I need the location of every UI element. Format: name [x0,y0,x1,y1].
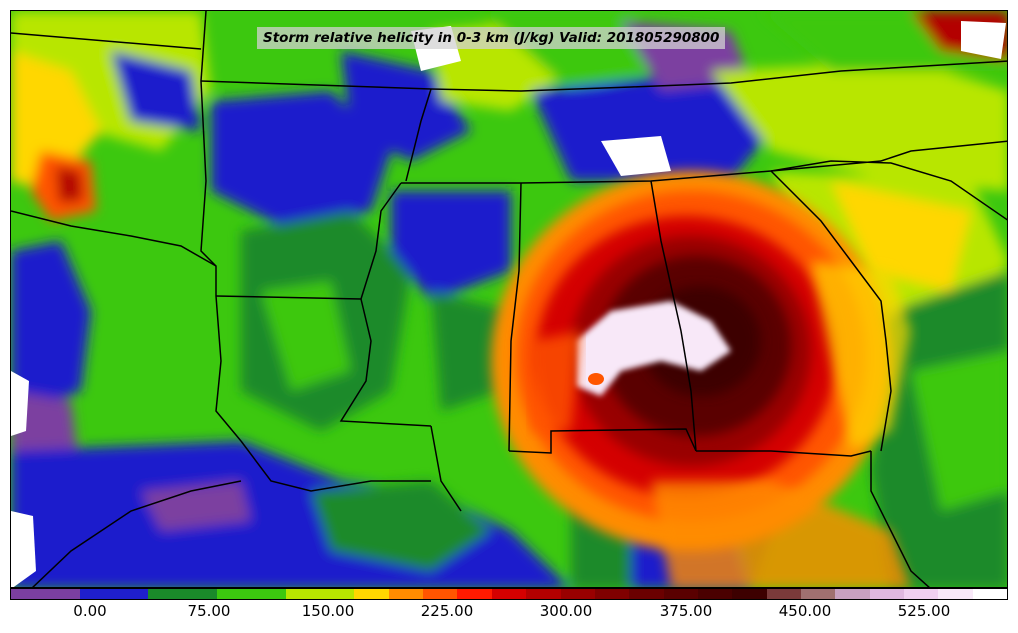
colorbar-tick-label: 300.00 [539,602,593,620]
colorbar-segment [45,589,80,599]
colorbar-segment [79,589,115,599]
colorbar-segment [663,589,698,599]
colorbar-segment [766,589,801,599]
colorbar-segment [320,589,355,599]
storm-core [491,171,911,587]
colorbar-segment [491,589,527,599]
colorbar-segment [594,589,630,599]
colorbar-segment [388,589,424,599]
colorbar-segment [217,589,252,599]
colorbar-segment [835,589,870,599]
colorbar-segment [972,589,1007,599]
colorbar-segment [800,589,836,599]
colorbar-tick-label: 525.00 [897,602,951,620]
colorbar-tick-label: 75.00 [187,602,231,620]
colorbar-segment [114,589,149,599]
colorbar-tick-label: 225.00 [420,602,474,620]
colorbar-tick-labels: 0.00 75.00 150.00 225.00 300.00 375.00 450.00 5… [10,602,1008,626]
colorbar-segment [938,589,973,599]
colorbar-segment [354,589,389,599]
colorbar-segment [251,589,286,599]
colorbar-segment [560,589,595,599]
colorbar [10,588,1008,600]
colorbar-segment [457,589,492,599]
colorbar-tick-label: 150.00 [301,602,355,620]
colorbar-segment [732,589,767,599]
map-title: Storm relative helicity in 0-3 km (J/kg)… [257,27,726,49]
colorbar-segment [526,589,561,599]
colorbar-segment [285,589,321,599]
colorbar-tick-label: 0.00 [73,602,107,620]
state-boundaries [11,11,1007,587]
colorbar-segment [903,589,939,599]
colorbar-segment [182,589,218,599]
colorbar-segment [11,589,46,599]
colorbar-segment [869,589,904,599]
colorbar-segment [697,589,733,599]
colorbar-segment [148,589,183,599]
helicity-field-map [11,11,1007,587]
map-panel: Storm relative helicity in 0-3 km (J/kg)… [10,10,1008,588]
colorbar-tick-label: 375.00 [659,602,713,620]
colorbar-tick-label: 450.00 [778,602,832,620]
colorbar-segment [629,589,664,599]
colorbar-segment [423,589,458,599]
